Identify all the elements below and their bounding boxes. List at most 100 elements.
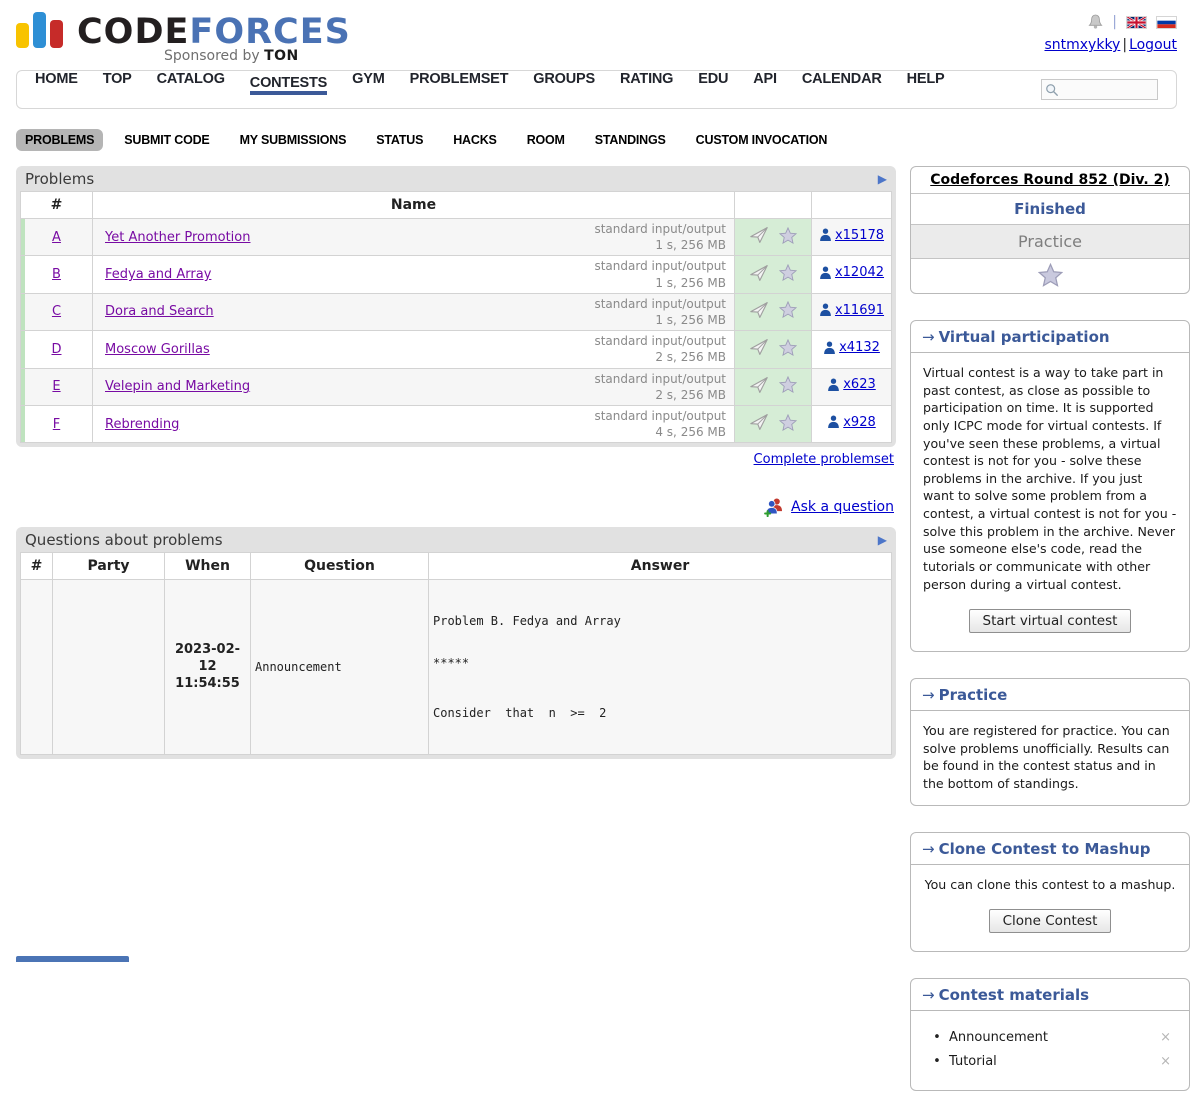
uk-flag-icon[interactable] (1126, 15, 1147, 29)
nav-item-top[interactable]: TOP (102, 71, 132, 87)
q-col-header-index: # (20, 552, 53, 581)
problem-limits: 2 s, 256 MB (655, 387, 726, 402)
close-icon[interactable]: × (1160, 1054, 1171, 1070)
problem-name-link[interactable]: Yet Another Promotion (105, 229, 251, 245)
submit-plane-icon[interactable] (749, 413, 769, 431)
clone-contest-button[interactable]: Clone Contest (988, 909, 1112, 934)
site-header: CODEFORCES Sponsored by TON | (0, 0, 1193, 66)
favorite-star-icon[interactable] (779, 301, 797, 319)
solved-count-link[interactable]: x928 (843, 414, 876, 430)
nav-item-calendar[interactable]: CALENDAR (801, 71, 882, 87)
logout-link[interactable]: Logout (1129, 37, 1177, 53)
solved-count-link[interactable]: x11691 (834, 302, 885, 318)
subnav-standings[interactable]: STANDINGS (594, 133, 666, 147)
problem-name-link[interactable]: Dora and Search (105, 304, 214, 320)
problem-letter-cell: F (20, 404, 93, 444)
problem-name-link[interactable]: Velepin and Marketing (105, 379, 251, 395)
solved-count-link[interactable]: x623 (843, 377, 876, 393)
problem-spec: standard input/output 1 s, 256 MB (594, 296, 726, 328)
subnav-custom-invocation[interactable]: CUSTOM INVOCATION (695, 133, 828, 147)
solved-count-link[interactable]: x12042 (834, 265, 885, 281)
close-icon[interactable]: × (1160, 1030, 1171, 1046)
contest-info-box: Codeforces Round 852 (Div. 2) Finished P… (910, 166, 1190, 294)
nav-item-catalog[interactable]: CATALOG (156, 71, 225, 87)
practice-body: You are registered for practice. You can… (911, 711, 1189, 805)
problem-spec: standard input/output 2 s, 256 MB (594, 371, 726, 403)
virtual-participation-body: Virtual contest is a way to take part in… (911, 353, 1189, 651)
header-right: | sntmxykky | Logout (1044, 8, 1177, 64)
search-box[interactable] (1041, 79, 1158, 100)
problem-letter-link[interactable]: F (52, 416, 61, 432)
search-input[interactable] (1062, 82, 1152, 97)
expand-arrow-icon[interactable]: ▶ (877, 533, 887, 548)
solved-count-link[interactable]: x15178 (834, 227, 885, 243)
subnav-submit-code[interactable]: SUBMIT CODE (124, 133, 210, 147)
favorite-star-icon[interactable] (779, 338, 797, 356)
solvers-person-icon (819, 228, 832, 242)
problem-actions-cell (734, 367, 812, 406)
problem-letter-link[interactable]: A (52, 229, 61, 245)
bullet-icon: • (933, 1054, 941, 1070)
nav-item-problemset[interactable]: PROBLEMSET (409, 71, 509, 87)
username-link[interactable]: sntmxykky (1044, 37, 1121, 53)
favorite-star-icon[interactable] (779, 413, 797, 431)
problem-spec: standard input/output 4 s, 256 MB (594, 408, 726, 440)
material-tutorial-link[interactable]: Tutorial (949, 1054, 997, 1070)
nav-item-groups[interactable]: GROUPS (533, 71, 595, 87)
ask-question-row: Ask a question (18, 497, 894, 518)
answer-line-1: Problem B. Fedya and Array (433, 614, 621, 629)
problem-name-link[interactable]: Fedya and Array (105, 267, 212, 283)
expand-arrow-icon[interactable]: ▶ (877, 172, 887, 186)
codeforces-logo[interactable]: CODEFORCES (16, 12, 351, 50)
solvers-person-icon (827, 415, 840, 429)
logo-block: CODEFORCES Sponsored by TON (16, 8, 351, 64)
submit-plane-icon[interactable] (749, 338, 769, 356)
nav-item-rating[interactable]: RATING (619, 71, 674, 87)
main-nav: HOME TOP CATALOG CONTESTS GYM PROBLEMSET… (16, 70, 1177, 109)
problem-letter-link[interactable]: B (52, 267, 61, 283)
nav-item-home[interactable]: HOME (35, 71, 78, 87)
problem-name-cell: Fedya and Array standard input/output 1 … (92, 255, 735, 294)
favorite-star-icon[interactable] (779, 376, 797, 394)
submit-plane-icon[interactable] (749, 376, 769, 394)
problem-letter-link[interactable]: E (52, 379, 61, 395)
complete-problemset-link[interactable]: Complete problemset (753, 452, 894, 468)
problem-name-link[interactable]: Rebrending (105, 416, 180, 432)
start-virtual-contest-button[interactable]: Start virtual contest (968, 609, 1132, 634)
problem-letter-cell: B (20, 255, 93, 294)
favorite-star-icon[interactable] (779, 264, 797, 282)
favorite-star-icon[interactable] (779, 226, 797, 244)
sponsored-brand: TON (264, 48, 299, 64)
problem-letter-link[interactable]: D (51, 341, 62, 357)
problem-limits: 4 s, 256 MB (655, 425, 726, 440)
subnav-my-submissions[interactable]: MY SUBMISSIONS (239, 133, 347, 147)
solved-count-cell: x15178 (811, 217, 892, 257)
nav-item-contests[interactable]: CONTESTS (249, 71, 327, 95)
nav-item-api[interactable]: API (753, 71, 777, 87)
contest-title-link[interactable]: Codeforces Round 852 (Div. 2) (930, 172, 1170, 188)
nav-item-edu[interactable]: EDU (698, 71, 729, 87)
bell-icon[interactable] (1088, 14, 1103, 30)
problem-actions-cell (734, 217, 812, 257)
nav-item-help[interactable]: HELP (906, 71, 945, 87)
user-separator: | (1122, 37, 1128, 53)
subnav-status[interactable]: STATUS (376, 133, 424, 147)
problem-letter-link[interactable]: C (51, 304, 62, 320)
russia-flag-icon[interactable] (1156, 15, 1177, 29)
subnav-problems[interactable]: PROBLEMS (16, 129, 104, 151)
submit-plane-icon[interactable] (749, 226, 769, 244)
col-header-solved (811, 191, 892, 219)
submit-plane-icon[interactable] (749, 264, 769, 282)
problem-name-link[interactable]: Moscow Gorillas (105, 341, 210, 357)
subnav-room[interactable]: ROOM (526, 133, 565, 147)
subnav-hacks[interactable]: HACKS (453, 133, 497, 147)
material-announcement-link[interactable]: Announcement (949, 1030, 1048, 1046)
problem-actions-cell (734, 292, 812, 332)
nav-item-gym[interactable]: GYM (352, 71, 385, 87)
submit-plane-icon[interactable] (749, 301, 769, 319)
contest-favorite-star-icon[interactable] (919, 263, 1181, 287)
ask-question-link[interactable]: Ask a question (791, 499, 894, 516)
solved-count-link[interactable]: x4132 (839, 340, 880, 356)
footer-edge (16, 956, 129, 962)
clone-mashup-caption: → Clone Contest to Mashup (911, 833, 1189, 865)
